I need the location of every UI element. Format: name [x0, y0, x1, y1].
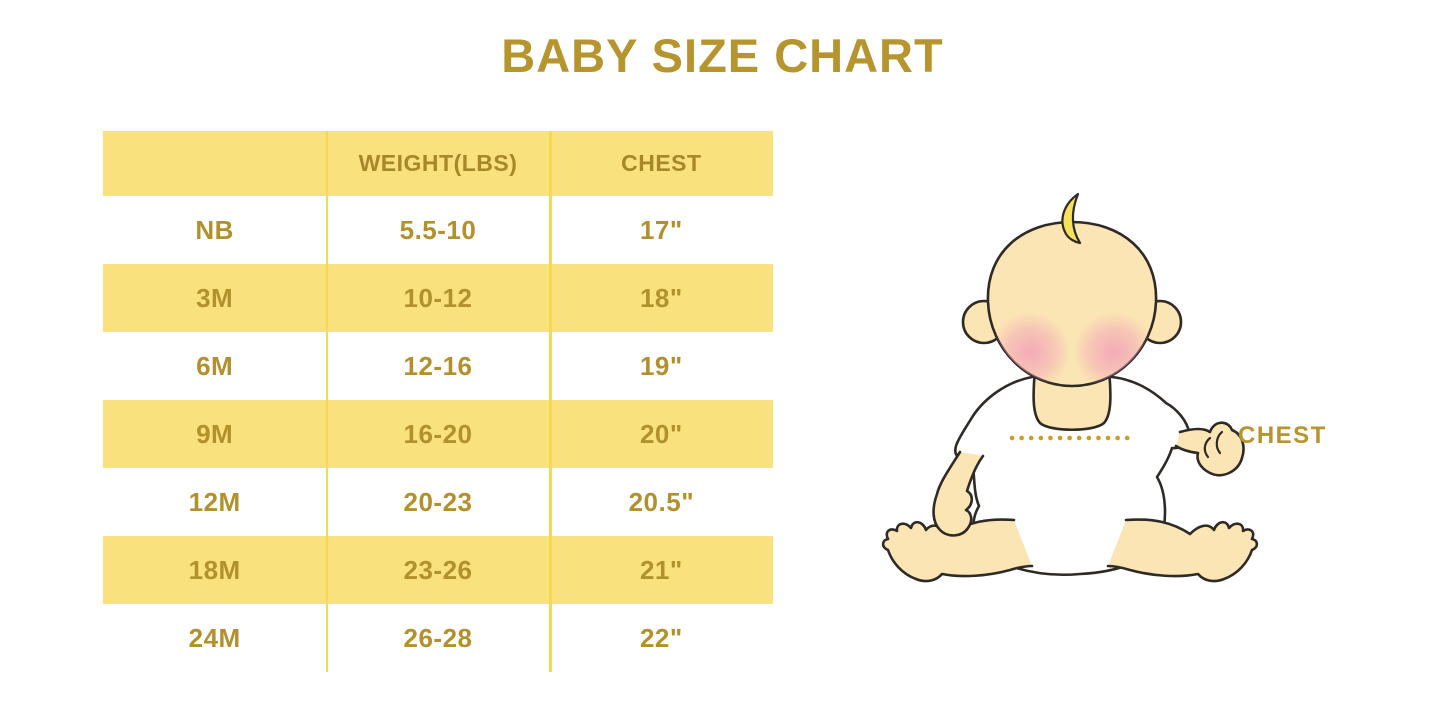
chest-label: CHEST — [1238, 422, 1327, 449]
baby-figure — [881, 192, 1259, 583]
table-row-nb: NB 5.5-10 17" — [103, 196, 773, 264]
cell-size: 9M — [196, 418, 234, 449]
size-chart-table: WEIGHT(LBS) CHEST NB 5.5-10 17" 3M 10-12 18" 6… — [103, 131, 773, 672]
column-divider — [549, 131, 552, 672]
column-divider — [325, 131, 329, 672]
cell-size: 3M — [196, 282, 234, 313]
cell-weight: 5.5-10 — [399, 214, 477, 245]
cell-size: 6M — [196, 350, 234, 381]
cell-weight: 12-16 — [403, 350, 473, 381]
cell-weight: 16-20 — [403, 418, 473, 449]
cell-chest: 19" — [639, 350, 683, 381]
size-table-rows: NB 5.5-10 17" 3M 10-12 18" 6M 12-16 19" 9M 16-20 20… — [103, 196, 773, 672]
header-cell-size — [103, 131, 326, 196]
cell-size: 24M — [188, 622, 241, 653]
cell-size: 18M — [188, 554, 241, 585]
fist-knuckle-line — [1215, 430, 1224, 455]
cell-size: 12M — [188, 486, 241, 517]
header-cell-weight: WEIGHT(LBS) — [358, 150, 518, 176]
cell-chest: 18" — [639, 282, 683, 313]
cell-weight: 26-28 — [403, 622, 473, 653]
table-row-24m: 24M 26-28 22" — [103, 604, 773, 672]
cell-chest: 17" — [639, 214, 683, 245]
table-header-row: WEIGHT(LBS) CHEST — [103, 131, 773, 196]
cell-size: NB — [195, 214, 234, 245]
baby-left-arm — [932, 450, 985, 537]
header-cell-chest: CHEST — [621, 150, 702, 176]
table-row-12m: 12M 20-23 20.5" — [103, 468, 773, 536]
baby-illustration — [880, 180, 1360, 620]
hair-curl — [1061, 192, 1082, 245]
baby-head — [986, 220, 1158, 388]
cell-chest: 22" — [639, 622, 683, 653]
table-row-3m: 3M 10-12 18" — [103, 264, 773, 332]
baby-left-leg — [881, 518, 1034, 583]
cell-chest: 20.5" — [628, 486, 695, 517]
page-title: BABY SIZE CHART — [501, 29, 944, 82]
baby-right-leg — [1106, 518, 1259, 583]
cell-chest: 20" — [639, 418, 683, 449]
cell-weight: 20-23 — [403, 486, 473, 517]
table-row-9m: 9M 16-20 20" — [103, 400, 773, 468]
fist-knuckle-line — [1203, 436, 1212, 459]
table-row-6m: 6M 12-16 19" — [103, 332, 773, 400]
cell-chest: 21" — [639, 554, 683, 585]
cell-weight: 10-12 — [403, 282, 473, 313]
table-row-18m: 18M 23-26 21" — [103, 536, 773, 604]
cell-weight: 23-26 — [403, 554, 473, 585]
baby-right-arm — [1174, 421, 1245, 477]
